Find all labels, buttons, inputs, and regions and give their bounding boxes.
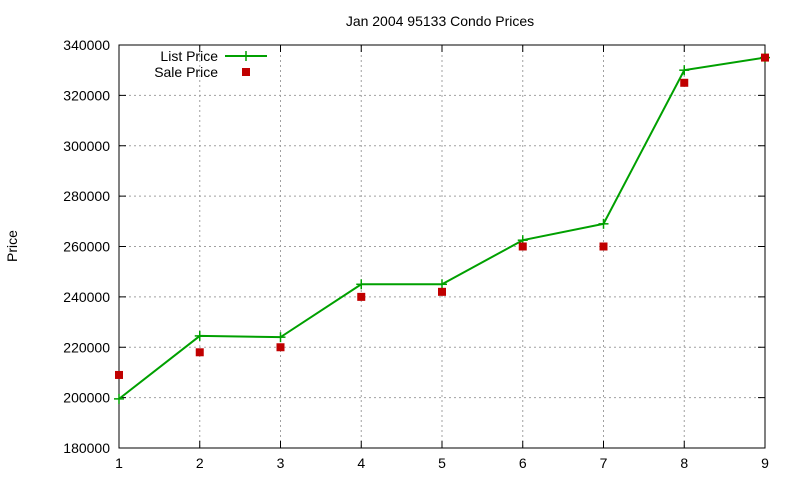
y-tick-label: 180000 (63, 440, 110, 456)
data-point (194, 330, 205, 341)
y-tick-label: 220000 (63, 339, 110, 355)
x-tick-label: 1 (115, 455, 123, 471)
y-tick-label: 200000 (63, 390, 110, 406)
series-layer (114, 52, 770, 404)
y-tick-label: 300000 (63, 138, 110, 154)
data-point (276, 343, 285, 352)
data-point (680, 78, 689, 87)
x-tick-label: 5 (438, 455, 446, 471)
legend-label: Sale Price (154, 64, 218, 80)
legend-item: Sale Price (154, 64, 250, 80)
x-tick-label: 9 (761, 455, 769, 471)
data-point (356, 279, 367, 290)
data-point (518, 242, 527, 251)
plot-frame (118, 44, 766, 449)
y-tick-label: 260000 (63, 239, 110, 255)
y-tick-label: 240000 (63, 289, 110, 305)
x-tick-label: 3 (277, 455, 285, 471)
y-axis-label: Price (4, 230, 20, 262)
legend-swatch-marker (241, 51, 251, 61)
data-point (437, 279, 447, 290)
x-tick-label: 4 (357, 455, 365, 471)
x-tick-label: 7 (600, 455, 608, 471)
grid-lines (119, 45, 765, 448)
data-point (438, 287, 446, 296)
y-tick-label: 340000 (63, 37, 110, 53)
legend-item: List Price (160, 48, 267, 64)
data-point (357, 292, 366, 301)
data-point (114, 393, 124, 404)
legend-label: List Price (160, 48, 218, 64)
data-point (599, 242, 608, 251)
series-sale-price (115, 53, 769, 379)
data-point (195, 348, 204, 357)
axis-ticks: 180000 200000 220000 240000 260000 280000 3000… (63, 37, 769, 471)
chart-title: Jan 2004 95133 Condo Prices (346, 13, 534, 29)
x-tick-label: 8 (680, 455, 688, 471)
data-point (115, 370, 123, 379)
legend-swatch-marker (242, 68, 250, 76)
x-tick-label: 6 (519, 455, 527, 471)
data-point (679, 65, 690, 76)
y-tick-label: 280000 (63, 188, 110, 204)
data-point (598, 218, 609, 229)
x-tick-label: 2 (196, 455, 204, 471)
y-tick-label: 320000 (63, 87, 110, 103)
data-point (761, 53, 769, 62)
data-point (275, 332, 286, 343)
